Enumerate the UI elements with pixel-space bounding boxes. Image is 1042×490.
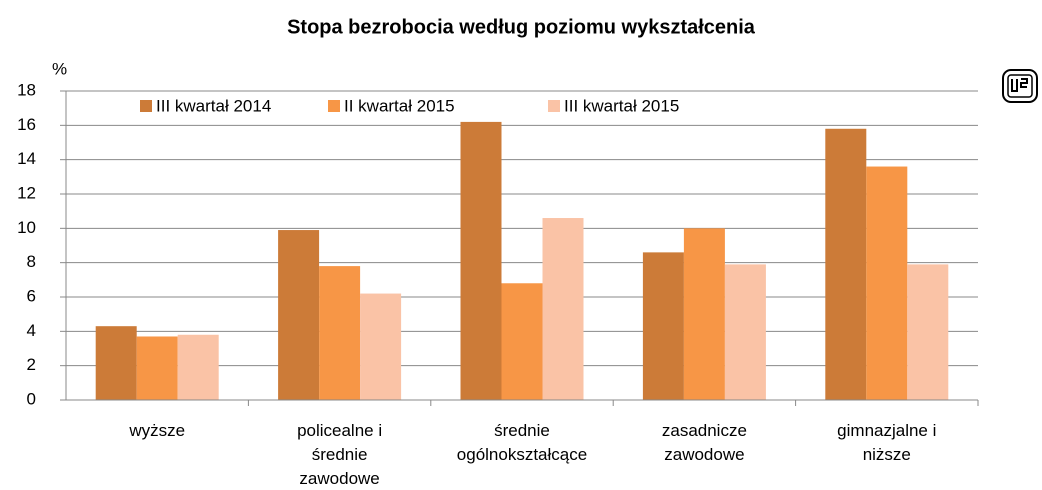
legend-swatch xyxy=(140,100,152,112)
legend-swatch xyxy=(328,100,340,112)
y-tick-label: 0 xyxy=(27,389,36,408)
bar xyxy=(642,252,684,400)
bar xyxy=(95,326,137,400)
bar xyxy=(460,121,502,401)
bar xyxy=(542,218,584,400)
x-tick-label-line: niższe xyxy=(863,445,911,464)
x-tick-label: średnie ogólnokształcące xyxy=(457,421,587,464)
x-tick-label: policealne i średnie zawodowe xyxy=(297,421,382,488)
x-tick-label-line: średnie xyxy=(494,421,550,440)
x-tick-label-line: policealne i xyxy=(297,421,382,440)
x-tick-label-line: wyższe xyxy=(128,421,185,440)
y-tick-label: 10 xyxy=(17,218,36,237)
x-tick-label-line: gimnazjalne i xyxy=(837,421,936,440)
bar xyxy=(278,230,320,400)
logo xyxy=(1002,69,1038,103)
x-tick-label: zasadnicze zawodowe xyxy=(662,421,747,464)
bar xyxy=(907,264,949,400)
y-tick-label: 8 xyxy=(27,252,36,271)
y-tick-label: 14 xyxy=(17,149,36,168)
legend-swatch xyxy=(548,100,560,112)
chart-title: Stopa bezrobocia według poziomu wykształ… xyxy=(287,16,756,38)
y-tick-label: 2 xyxy=(27,355,36,374)
legend-label: III kwartał 2014 xyxy=(156,96,271,115)
y-tick-label: 4 xyxy=(27,321,36,340)
x-tick-label-line: średnie xyxy=(312,445,368,464)
bar xyxy=(724,264,766,400)
bar xyxy=(866,166,908,400)
y-tick-label: 18 xyxy=(17,80,36,99)
y-tick-label: 12 xyxy=(17,183,36,202)
legend-label: III kwartał 2015 xyxy=(564,96,679,115)
x-tick-label: gimnazjalne i niższe xyxy=(837,421,936,464)
x-tick-label-line: zawodowe xyxy=(299,469,379,488)
x-tick-label-line: zawodowe xyxy=(664,445,744,464)
x-tick-label: wyższe xyxy=(128,421,185,440)
bar xyxy=(319,266,361,400)
y-axis-label: % xyxy=(52,59,67,78)
x-tick-label-line: ogólnokształcące xyxy=(457,445,587,464)
legend-label: II kwartał 2015 xyxy=(344,96,455,115)
y-tick-label: 16 xyxy=(17,115,36,134)
bar xyxy=(177,334,219,400)
bar xyxy=(683,228,725,400)
bar xyxy=(825,128,867,400)
y-tick-label: 6 xyxy=(27,286,36,305)
bar xyxy=(136,336,178,400)
bar xyxy=(501,283,543,400)
x-tick-label-line: zasadnicze xyxy=(662,421,747,440)
bar xyxy=(360,293,402,400)
